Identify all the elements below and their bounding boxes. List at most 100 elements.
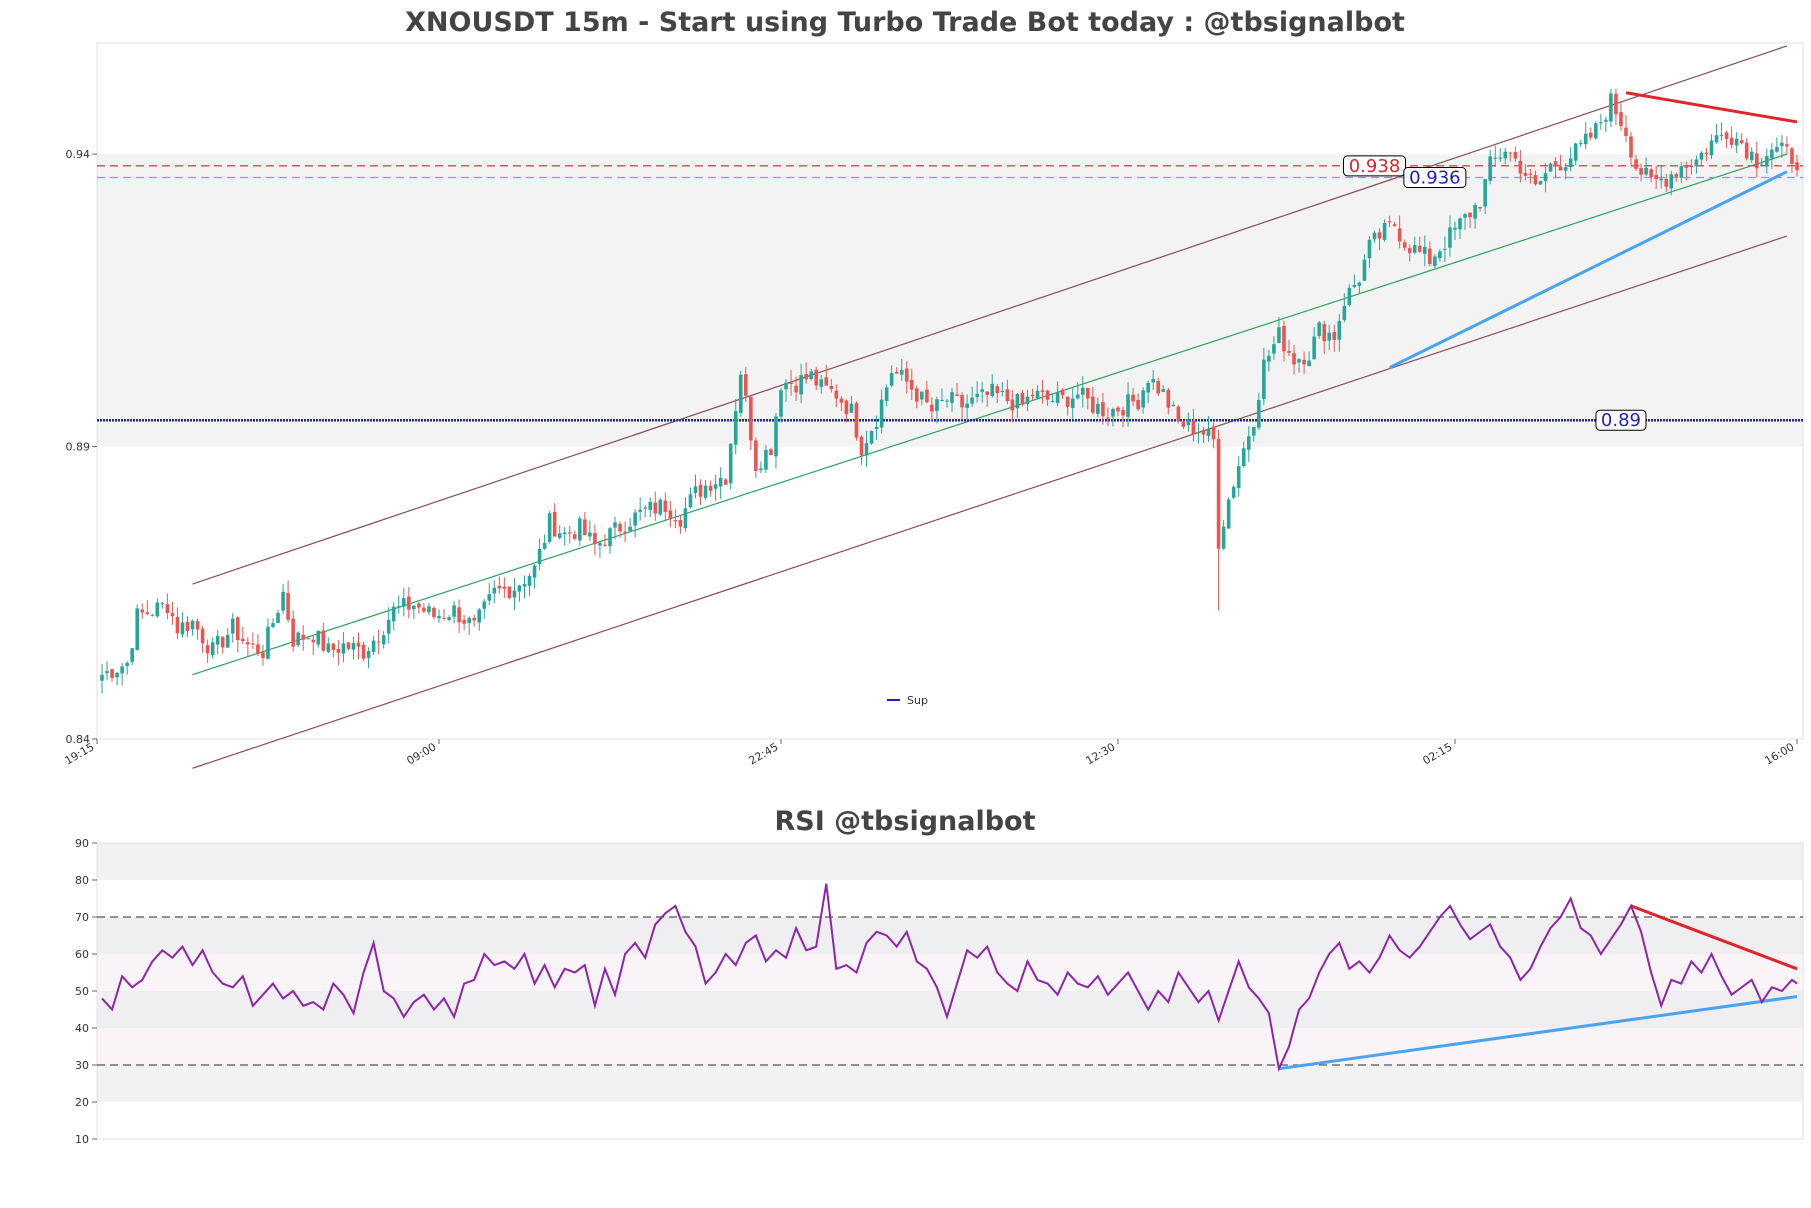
candle-body	[467, 618, 471, 624]
candle	[1649, 167, 1653, 183]
candle	[829, 379, 834, 393]
candle	[361, 641, 366, 661]
candle	[1473, 202, 1477, 229]
candle	[1211, 422, 1216, 449]
candle	[688, 487, 693, 509]
candle-body	[1362, 259, 1367, 281]
price-plot-frame	[96, 42, 1804, 740]
candle-body	[1548, 163, 1553, 172]
candle	[1478, 206, 1482, 212]
candle-body	[935, 399, 939, 411]
candle-body	[386, 619, 391, 634]
candle	[1287, 339, 1291, 357]
candle-body	[547, 513, 552, 542]
candle-body	[1684, 165, 1689, 168]
rsi-panel: 10 20 30 40 50 60 70 80 90 RSI @tbsignalbot	[75, 806, 1804, 1146]
candle	[673, 509, 678, 528]
candle	[648, 497, 653, 518]
candle	[1453, 221, 1457, 241]
candle-body	[145, 612, 150, 615]
candle	[1106, 407, 1110, 427]
candle	[1161, 385, 1166, 393]
candle-body	[1719, 134, 1724, 136]
candle	[381, 631, 386, 649]
level-label-text: 0.938	[1349, 156, 1401, 177]
candle-body	[1674, 174, 1679, 177]
candle	[180, 612, 185, 638]
candle-body	[708, 485, 713, 491]
candle-body	[321, 630, 326, 651]
candle	[1362, 254, 1367, 282]
candle	[210, 637, 215, 659]
candle-body	[1428, 248, 1432, 264]
candle-body	[1709, 140, 1714, 156]
candle-body	[1694, 159, 1699, 166]
candle	[935, 396, 939, 424]
candle-body	[1020, 392, 1025, 405]
candle	[1528, 168, 1533, 184]
candle	[351, 636, 356, 660]
candle-body	[965, 403, 969, 408]
candle-body	[1377, 232, 1382, 239]
candle-body	[281, 591, 285, 611]
candle	[1236, 456, 1241, 497]
candle-body	[995, 386, 1000, 394]
candle	[497, 576, 502, 594]
candle-body	[391, 606, 396, 622]
candle	[215, 630, 220, 654]
candle-body	[1136, 399, 1140, 410]
candle	[286, 580, 290, 623]
candle-body	[396, 605, 401, 607]
candle-body	[633, 512, 637, 526]
candle-body	[1578, 143, 1583, 145]
candle-body	[1604, 119, 1608, 122]
candle	[1483, 179, 1487, 215]
candle-body	[1226, 499, 1231, 529]
candle-body	[733, 411, 738, 445]
candle-body	[482, 601, 487, 609]
candle-body	[261, 652, 265, 659]
candle	[718, 467, 723, 499]
candle	[1272, 336, 1276, 360]
candle-body	[1357, 282, 1362, 286]
candle	[251, 632, 255, 650]
candle	[120, 662, 124, 686]
candle	[854, 401, 859, 441]
candle	[306, 638, 311, 640]
candle	[1729, 126, 1734, 149]
level-label: 0.89	[1595, 409, 1647, 431]
candle	[1352, 274, 1357, 289]
candle	[572, 530, 577, 541]
candle	[1568, 147, 1573, 172]
candle-body	[246, 642, 250, 645]
candle	[769, 447, 773, 456]
candle	[1342, 293, 1347, 323]
candle-body	[170, 613, 175, 617]
candle-body	[175, 616, 180, 634]
candle	[457, 599, 461, 634]
candle	[738, 370, 743, 417]
candle-body	[251, 643, 255, 645]
price-y-ticks: 0.84 0.89 0.94	[66, 148, 97, 746]
candle-body	[1438, 251, 1442, 259]
candle	[693, 474, 698, 499]
candle	[502, 577, 507, 598]
candle	[859, 435, 864, 465]
candle-body	[789, 382, 793, 384]
candle-body	[1583, 133, 1588, 145]
candle-body	[1010, 399, 1015, 411]
price-x-ticks: 19:15 09:00 22:45 12:30 02:15 16:00	[63, 739, 1798, 767]
candle-body	[1302, 359, 1306, 365]
candle-body	[1171, 405, 1176, 407]
candle	[1262, 347, 1266, 406]
candle	[1533, 170, 1538, 186]
candle-body	[442, 617, 446, 619]
candle	[346, 642, 351, 651]
candle-body	[1161, 389, 1166, 392]
candle	[678, 514, 683, 534]
candle	[557, 525, 562, 540]
candle	[668, 501, 673, 528]
candle-body	[1498, 157, 1503, 159]
candle-body	[749, 396, 753, 441]
candle	[1040, 379, 1045, 404]
